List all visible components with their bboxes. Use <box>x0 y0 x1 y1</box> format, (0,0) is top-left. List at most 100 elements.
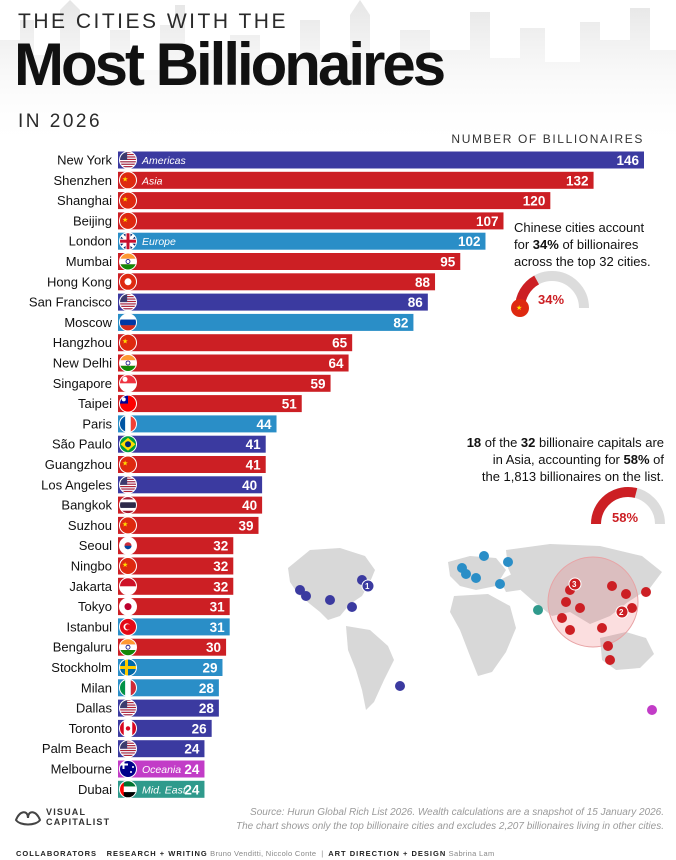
city-label: Ningbo <box>71 559 112 574</box>
china-flag-icon: ★ <box>511 299 529 317</box>
value-label: 102 <box>458 234 481 249</box>
flag-icon: ★ <box>119 516 137 535</box>
bar <box>118 577 234 595</box>
flag-icon <box>119 780 137 799</box>
bar-row: Melbourne Oceania 24 <box>51 760 205 778</box>
bar-row: Seoul 32 <box>79 536 234 555</box>
city-label: New Delhi <box>53 356 112 371</box>
flag-icon: ★ <box>119 211 137 230</box>
bar <box>118 740 205 758</box>
value-label: 86 <box>408 295 424 310</box>
city-label: Paris <box>82 416 112 431</box>
flag-icon <box>119 252 137 271</box>
city-label: Bangkok <box>61 498 112 513</box>
flag-icon: ★ <box>119 333 137 352</box>
china-callout-line1: Chinese cities account <box>514 220 645 235</box>
flag-icon <box>119 354 137 372</box>
city-label: Los Angeles <box>41 477 112 492</box>
bar <box>118 496 263 514</box>
bar-row: Taipei 51 <box>78 394 302 413</box>
region-label: Oceania <box>142 764 181 776</box>
bar-row: Mumbai 95 <box>66 252 461 271</box>
bar-row: Shenzhen ★ Asia 132 <box>53 171 594 190</box>
bar-row: Bengaluru 30 <box>53 638 227 657</box>
flag-icon: ★ <box>119 455 137 474</box>
bar <box>118 253 461 270</box>
flag-icon <box>119 536 137 555</box>
value-label: 24 <box>184 762 200 777</box>
map-marker-label: 1 <box>365 582 370 591</box>
city-label: Beijing <box>73 213 112 228</box>
value-label: 88 <box>415 275 431 290</box>
flag-icon <box>119 232 137 251</box>
map-marker-label: 2 <box>619 608 624 617</box>
city-label: São Paulo <box>52 437 112 452</box>
region-label: Europe <box>142 236 176 248</box>
city-label: Dubai <box>78 782 112 797</box>
flag-icon <box>119 638 137 657</box>
bar <box>118 313 414 331</box>
bar <box>118 273 436 291</box>
melbourne-marker <box>647 705 657 715</box>
bar <box>118 638 227 656</box>
value-label: 24 <box>184 742 200 757</box>
bar-row: Guangzhou ★ 41 <box>45 455 266 474</box>
city-label: Singapore <box>53 376 112 391</box>
city-label: New York <box>57 153 112 168</box>
city-label: Toronto <box>69 721 112 736</box>
bar <box>118 334 353 352</box>
flag-icon: ★ <box>119 171 137 190</box>
value-label: 24 <box>184 782 200 797</box>
bar <box>118 780 205 798</box>
bar-row: San Francisco 86 <box>29 293 428 312</box>
dubai-marker <box>533 605 543 615</box>
logo-line1: VISUAL <box>46 807 87 817</box>
value-label: 40 <box>242 478 257 493</box>
region-label: Americas <box>141 155 187 167</box>
city-label: Seoul <box>79 538 112 553</box>
svg-text:★: ★ <box>122 175 128 183</box>
flag-icon <box>119 597 137 616</box>
svg-text:★: ★ <box>122 216 128 224</box>
bar <box>118 374 331 392</box>
city-label: Shanghai <box>57 193 112 208</box>
bar-row: Beijing ★ 107 <box>73 211 504 230</box>
credits: COLLABORATORS RESEARCH + WRITING Bruno V… <box>16 849 495 858</box>
bar-row: New York Americas 146 <box>57 151 644 169</box>
bar-row: Shanghai ★ 120 <box>57 191 551 210</box>
flag-icon <box>119 739 137 758</box>
bar <box>118 415 277 433</box>
bar-row: Dallas 28 <box>76 699 219 718</box>
asia-callout: 18 of the 32 billionaire capitals are in… <box>410 434 664 485</box>
value-label: 30 <box>206 640 221 655</box>
bar <box>118 557 234 575</box>
bar-row: Toronto 26 <box>69 719 212 738</box>
city-label: Melbourne <box>51 762 112 777</box>
bar <box>118 232 486 250</box>
value-label: 65 <box>332 336 348 351</box>
europe-markers <box>457 551 513 589</box>
value-label: 120 <box>523 194 546 209</box>
bar-row: Bangkok 40 <box>61 496 263 515</box>
flag-icon: ★ <box>119 191 137 210</box>
bar-row: Milan 28 <box>81 678 219 697</box>
bar <box>118 679 219 697</box>
bar <box>118 699 219 717</box>
asia-callout-line2: in Asia, accounting for 58% of <box>492 452 664 467</box>
value-label: 32 <box>213 539 228 554</box>
bar-row: Moscow 82 <box>64 313 414 332</box>
flag-icon: ★ <box>119 557 137 575</box>
flag-icon <box>119 699 137 718</box>
bar <box>118 598 230 616</box>
svg-text:★: ★ <box>516 304 522 312</box>
bar <box>118 516 259 534</box>
source-line1: Source: Hurun Global Rich List 2026. Wea… <box>250 807 664 818</box>
china-callout-line3: across the top 32 cities. <box>514 254 651 269</box>
asia-callout-line1: 18 of the 32 billionaire capitals are <box>466 435 664 450</box>
svg-text:★: ★ <box>122 196 128 204</box>
value-label: 40 <box>242 498 257 513</box>
bar <box>118 719 212 737</box>
city-label: San Francisco <box>29 295 112 310</box>
city-label: Suzhou <box>68 518 112 533</box>
bar <box>118 395 302 413</box>
